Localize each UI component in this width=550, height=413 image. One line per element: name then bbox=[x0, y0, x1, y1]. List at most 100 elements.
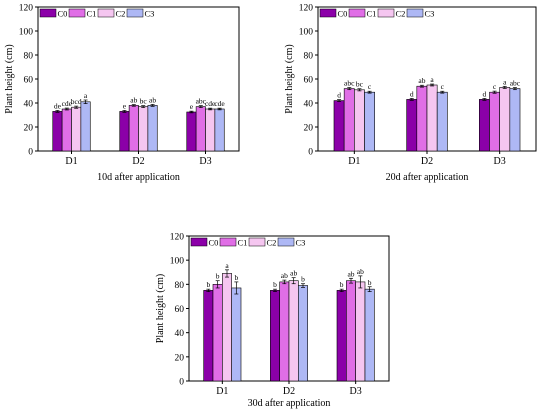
significance-letter: a bbox=[503, 77, 507, 86]
bar-c0-d2 bbox=[119, 111, 130, 152]
legend-swatch-c0 bbox=[190, 237, 208, 247]
bar-c2-d2 bbox=[288, 280, 299, 382]
significance-letter: c bbox=[441, 82, 445, 91]
bar-c1-d3 bbox=[195, 106, 206, 152]
y-tick-label: 80 bbox=[24, 52, 34, 62]
bar-c1-d1 bbox=[61, 108, 72, 152]
bar-c1-d3 bbox=[489, 91, 500, 152]
y-tick-label: 20 bbox=[24, 124, 34, 134]
y-tick-label: 120 bbox=[170, 233, 185, 243]
significance-letter: c bbox=[493, 82, 497, 91]
y-tick-label: 0 bbox=[179, 378, 184, 388]
x-tick-label: D1 bbox=[348, 156, 360, 167]
x-tick-label: D1 bbox=[65, 156, 77, 167]
significance-letter: b bbox=[301, 275, 305, 284]
bar-c3-d2 bbox=[298, 285, 308, 382]
bar-c0-d2 bbox=[270, 290, 280, 382]
y-tick-label: 40 bbox=[175, 329, 185, 339]
y-tick-label: 0 bbox=[28, 148, 33, 158]
significance-letter: abc bbox=[344, 79, 355, 88]
bar-c2-d2 bbox=[426, 84, 438, 152]
y-tick-label: 60 bbox=[175, 305, 185, 315]
y-axis-label: Plant height (cm) bbox=[4, 44, 15, 113]
bar-c0-d1 bbox=[203, 290, 214, 382]
bar-c1-d2 bbox=[128, 105, 139, 152]
significance-letter: ab bbox=[357, 267, 364, 276]
legend-swatch-c0 bbox=[39, 8, 57, 18]
legend-swatch-c2 bbox=[248, 237, 266, 247]
bar-c2-d3 bbox=[205, 108, 216, 152]
legend-label-c3: C3 bbox=[425, 9, 435, 19]
significance-letter: de bbox=[54, 101, 62, 110]
y-tick-label: 60 bbox=[304, 76, 314, 86]
significance-letter: ab bbox=[347, 269, 354, 278]
bar-c2-d1 bbox=[354, 89, 365, 152]
significance-letter: ab bbox=[130, 96, 137, 105]
x-tick-label: D1 bbox=[216, 386, 228, 397]
y-tick-label: 0 bbox=[308, 148, 313, 158]
significance-letter: abc bbox=[196, 97, 207, 106]
x-tick-label: D2 bbox=[132, 156, 144, 167]
significance-letter: d bbox=[483, 89, 487, 98]
significance-letter: cde bbox=[205, 99, 216, 108]
legend-swatch-c3 bbox=[406, 8, 424, 18]
legend-swatch-c1 bbox=[348, 8, 366, 18]
bar-c3-d1 bbox=[80, 101, 91, 152]
x-tick-label: D3 bbox=[199, 156, 211, 167]
legend-label-c1: C1 bbox=[238, 238, 248, 248]
chart-title: 20d after application bbox=[386, 172, 469, 183]
y-tick-label: 120 bbox=[299, 4, 314, 14]
significance-letter: d bbox=[410, 89, 414, 98]
bar-c2-d3 bbox=[355, 281, 366, 382]
legend-swatch-c2 bbox=[377, 8, 395, 18]
legend-label-c3: C3 bbox=[145, 9, 155, 19]
bar-c0-d3 bbox=[186, 111, 197, 152]
x-tick-label: D3 bbox=[350, 386, 362, 397]
y-tick-label: 80 bbox=[175, 281, 185, 291]
legend-label-c1: C1 bbox=[87, 9, 97, 19]
bar-c2-d1 bbox=[71, 106, 82, 152]
y-tick-label: 40 bbox=[24, 100, 34, 110]
significance-letter: b bbox=[234, 273, 238, 282]
x-tick-label: D3 bbox=[494, 156, 506, 167]
y-axis-label: Plant height (cm) bbox=[155, 274, 166, 343]
significance-letter: b bbox=[340, 280, 344, 289]
y-tick-label: 100 bbox=[170, 257, 185, 267]
y-tick-label: 40 bbox=[304, 100, 314, 110]
bar-c3-d1 bbox=[364, 91, 375, 152]
bar-c2-d1 bbox=[222, 273, 232, 382]
chart-title: 10d after application bbox=[97, 172, 180, 183]
significance-letter: c bbox=[368, 82, 372, 91]
bar-c0-d1 bbox=[52, 111, 63, 152]
legend-swatch-c1 bbox=[68, 8, 86, 18]
bar-c1-d2 bbox=[416, 85, 428, 152]
significance-letter: ab bbox=[149, 95, 156, 104]
legend-swatch-c0 bbox=[319, 8, 337, 18]
significance-letter: a bbox=[225, 261, 229, 270]
significance-letter: e bbox=[123, 101, 127, 110]
legend-label-c3: C3 bbox=[296, 238, 306, 248]
bar-c2-d3 bbox=[499, 87, 511, 152]
significance-letter: cde bbox=[62, 99, 73, 108]
legend-label-c0: C0 bbox=[209, 238, 219, 248]
significance-letter: a bbox=[84, 91, 88, 100]
y-tick-label: 20 bbox=[175, 353, 185, 363]
bar-c3-d3 bbox=[214, 108, 225, 152]
legend-label-c2: C2 bbox=[267, 238, 277, 248]
y-tick-label: 120 bbox=[19, 4, 34, 14]
bar-c1-d1 bbox=[343, 88, 355, 152]
significance-letter: ab bbox=[281, 271, 288, 280]
significance-letter: bcd bbox=[71, 97, 82, 106]
bar-c3-d2 bbox=[436, 91, 448, 152]
significance-letter: e bbox=[190, 102, 194, 111]
significance-letter: b bbox=[273, 280, 277, 289]
legend-swatch-c2 bbox=[97, 8, 115, 18]
legend-label-c0: C0 bbox=[58, 9, 68, 19]
chart-title: 30d after application bbox=[248, 398, 331, 409]
significance-letter: a bbox=[430, 75, 434, 84]
bar-c0-d3 bbox=[336, 290, 347, 382]
legend-swatch-c1 bbox=[219, 237, 237, 247]
